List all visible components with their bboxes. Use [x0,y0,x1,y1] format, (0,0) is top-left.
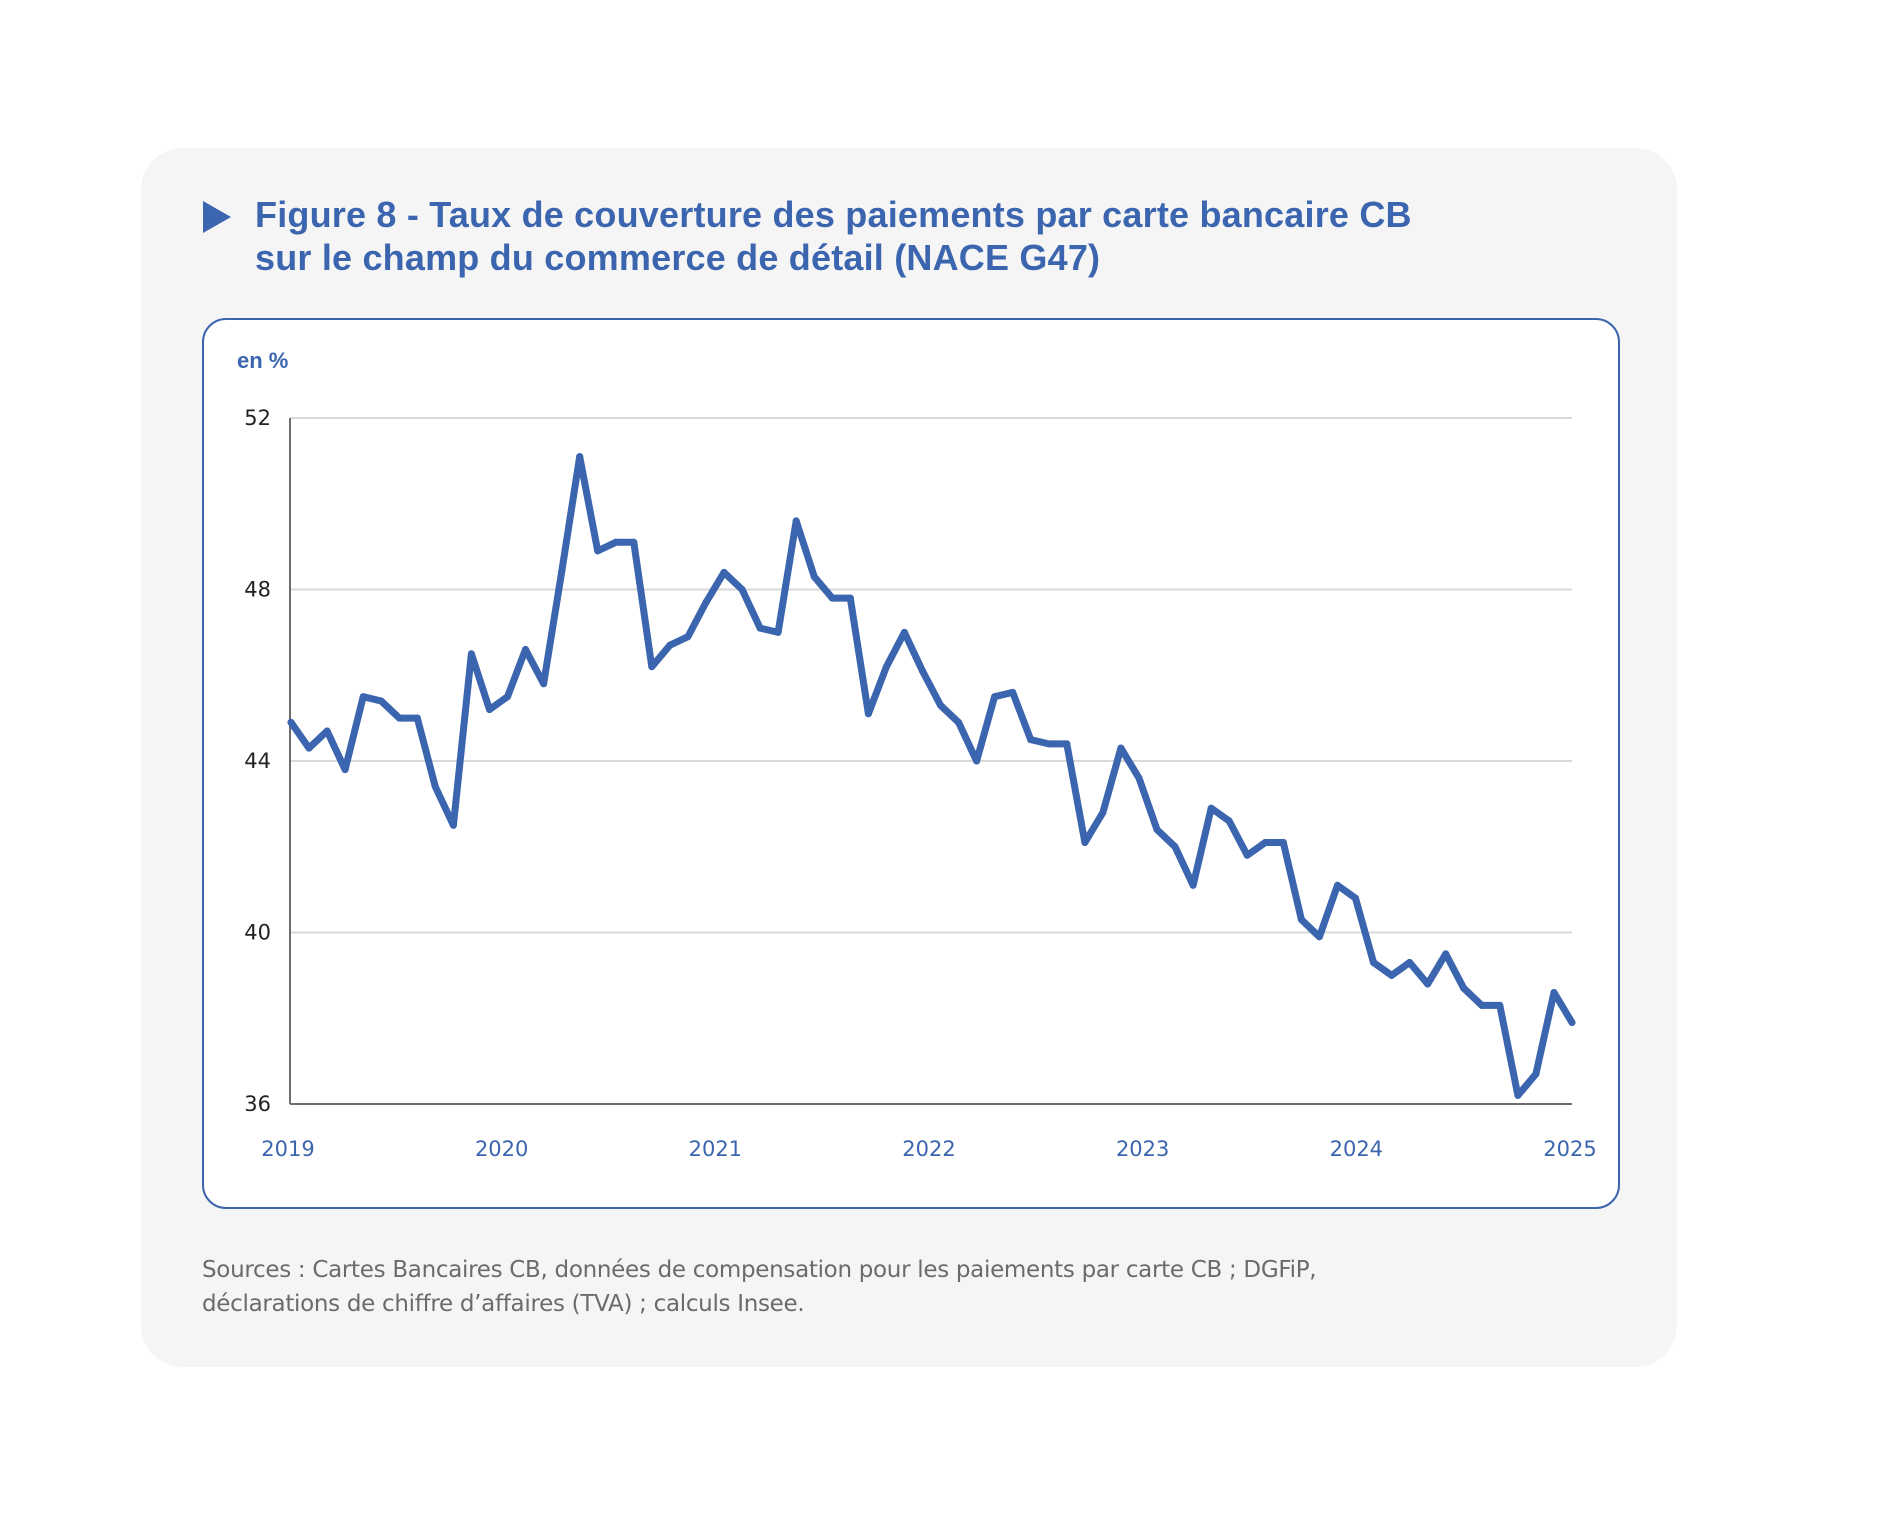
data-point [900,628,908,636]
data-point [1117,744,1125,752]
data-point [1207,804,1215,812]
y-axis-ticks: 52 48 44 40 36 [244,406,271,1116]
sources-note: Sources : Cartes Bancaires CB, données d… [202,1253,1502,1321]
data-point [395,714,403,722]
data-point [1027,736,1035,744]
data-point [1135,774,1143,782]
data-point [287,718,295,726]
triangle-right-icon [203,201,231,233]
x-tick-label: 2019 [261,1137,314,1161]
data-point [973,757,981,765]
data-point [1370,959,1377,966]
data-point [486,706,493,713]
x-tick-label: 2024 [1330,1137,1383,1161]
data-point [449,821,457,829]
figure-title-text: Figure 8 - Taux de couverture des paieme… [255,193,1595,279]
data-point [738,586,746,593]
x-tick-label: 2023 [1116,1137,1169,1161]
data-point [774,628,782,636]
data-point [1045,740,1053,748]
data-point [305,744,313,752]
data-point [955,718,963,726]
sources-line-2: déclarations de chiffre d’affaires (TVA)… [202,1291,805,1317]
gridlines [290,417,1572,934]
data-point [540,680,548,688]
x-tick-label: 2025 [1543,1137,1596,1161]
chart-frame [202,318,1620,1209]
data-point [666,641,674,649]
sources-line-1: Sources : Cartes Bancaires CB, données d… [202,1257,1317,1283]
x-tick-label: 2020 [475,1137,528,1161]
y-unit-label: en % [237,348,289,373]
x-axis-ticks: 2019 2020 2021 2022 2023 2024 2025 [261,1137,1596,1161]
y-tick-label: 48 [244,578,271,602]
data-point [1424,980,1432,988]
data-point [1243,851,1251,859]
data-point [1496,1001,1504,1009]
data-point [864,710,872,718]
data-point [828,594,836,602]
figure-title-line-2: sur le champ du commerce de détail (NACE… [255,237,1101,278]
data-point [467,650,475,658]
y-tick-label: 52 [244,406,271,430]
data-point [1406,959,1414,966]
data-point [1442,950,1450,958]
data-point [504,693,511,701]
data-point [1532,1070,1540,1078]
data-point [1297,916,1305,924]
data-point [1388,971,1396,979]
data-point [576,453,584,461]
series-group [287,453,1576,1099]
data-point [882,663,890,671]
data-point [720,568,728,576]
data-point [810,573,818,581]
data-point [1315,933,1323,941]
data-point [1261,839,1269,846]
data-point [630,538,638,546]
data-point [558,568,566,576]
data-point [1352,894,1359,902]
data-point [1225,817,1233,825]
data-point [341,766,349,774]
data-point [323,727,331,735]
data-point [594,547,602,555]
data-point [1009,688,1017,696]
data-point [1189,881,1197,889]
data-point [1514,1091,1522,1099]
data-point [359,693,367,701]
data-point [377,697,385,705]
data-point [1478,1001,1486,1009]
data-point [1171,843,1179,851]
data-point [846,594,854,602]
x-tick-label: 2022 [902,1137,955,1161]
data-point [1099,809,1107,816]
data-point [612,538,620,546]
data-point [431,783,439,791]
data-point [1063,740,1071,748]
data-point [1334,881,1341,889]
y-tick-label: 44 [244,749,271,773]
data-point [1460,984,1468,992]
data-point [702,598,710,606]
data-point [522,646,529,653]
data-point [648,663,656,671]
data-point [756,624,764,632]
data-point [1081,839,1089,846]
data-point [1153,826,1161,834]
series-line [287,453,1576,1099]
y-tick-label: 40 [244,921,271,945]
data-point [684,633,692,641]
data-point [1568,1019,1576,1026]
data-point [991,693,999,701]
figure-title-line-1: Figure 8 - Taux de couverture des paieme… [255,194,1412,235]
data-point [413,714,421,722]
data-point [1279,839,1287,846]
data-point [792,517,800,525]
data-point [1550,989,1558,996]
data-point [919,667,926,675]
data-point [937,701,944,709]
y-tick-label: 36 [244,1092,271,1116]
x-tick-label: 2021 [689,1137,742,1161]
